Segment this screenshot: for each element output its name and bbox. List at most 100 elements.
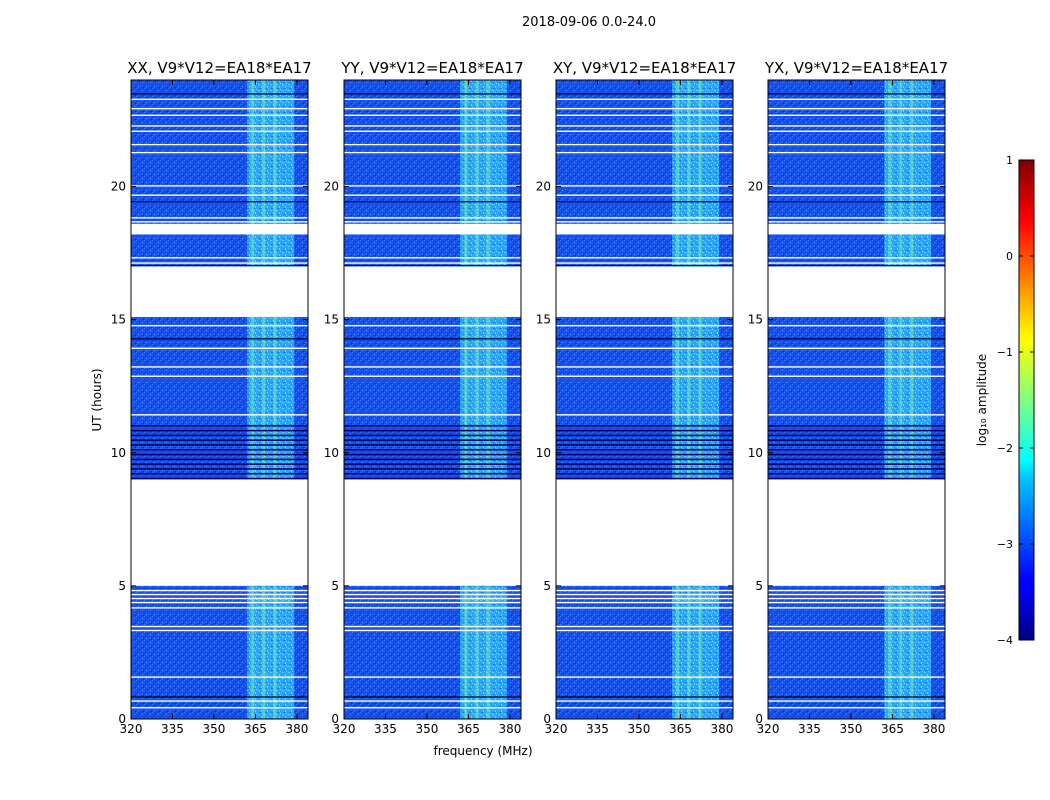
flag-line xyxy=(344,194,521,196)
flag-line xyxy=(556,472,733,475)
flag-line xyxy=(768,472,945,475)
flag-line xyxy=(556,114,733,117)
x-tick-label: 320 xyxy=(757,722,780,736)
flag-line xyxy=(556,265,733,267)
flag-line xyxy=(556,151,733,154)
panel-1: XX, V9*V12=EA18*EA17 320 335 350 365 380 0 5 10 1… xyxy=(111,59,312,736)
flag-line xyxy=(768,601,945,604)
flag-line xyxy=(556,458,733,461)
rfi-band xyxy=(460,316,508,480)
x-tick-label: 350 xyxy=(416,722,439,736)
y-axis-label: UT (hours) xyxy=(90,368,104,431)
flag-line xyxy=(556,449,733,451)
rfi-band xyxy=(884,316,932,480)
flag-line xyxy=(768,151,945,154)
flag-line xyxy=(768,143,945,146)
flag-line xyxy=(344,593,521,596)
flag-line xyxy=(556,625,733,628)
rfi-stripe xyxy=(687,234,691,267)
flag-line xyxy=(131,589,308,592)
flag-line xyxy=(344,265,521,267)
panel-3: XY, V9*V12=EA18*EA17 320 335 350 365 380 0 5 10 1… xyxy=(536,59,736,736)
rfi-stripe xyxy=(910,585,914,719)
y-tick-label: 15 xyxy=(536,313,551,327)
flag-line xyxy=(768,414,945,416)
rfi-stripe xyxy=(486,234,490,267)
panel-2: YY, V9*V12=EA18*EA17 320 335 350 365 380 0 5 10 1… xyxy=(324,59,524,736)
x-tick-label: 380 xyxy=(285,722,308,736)
colorbar-tick-label: −3 xyxy=(997,538,1013,551)
flag-line xyxy=(768,607,945,609)
flag-line xyxy=(556,468,733,470)
colorbar-label: log₁₀ amplitude xyxy=(975,354,989,446)
flag-line xyxy=(344,439,521,441)
flag-line xyxy=(344,324,521,327)
flag-line xyxy=(131,439,308,441)
rfi-stripe xyxy=(676,316,680,480)
flag-line xyxy=(556,414,733,416)
flag-line xyxy=(768,597,945,600)
flag-line xyxy=(768,217,945,219)
rfi-stripe xyxy=(251,316,255,480)
flag-line xyxy=(768,439,945,441)
flag-line xyxy=(768,107,945,110)
flag-line xyxy=(344,463,521,465)
flag-line xyxy=(556,262,733,264)
flag-line xyxy=(131,98,308,101)
flag-line xyxy=(556,143,733,146)
flag-line xyxy=(556,676,733,678)
flag-line xyxy=(131,629,308,632)
rfi-stripe xyxy=(899,316,903,480)
flag-line xyxy=(556,425,733,427)
rfi-stripe xyxy=(698,585,702,719)
x-tick-label: 365 xyxy=(881,722,904,736)
flag-line xyxy=(131,262,308,264)
flag-line xyxy=(131,324,308,327)
x-tick-label: 320 xyxy=(545,722,568,736)
flag-line xyxy=(768,429,945,432)
flag-line xyxy=(768,125,945,127)
y-tick-label: 20 xyxy=(536,180,551,194)
y-tick-label: 5 xyxy=(543,579,551,593)
colorbar-tick-label: 0 xyxy=(1006,250,1013,263)
flag-line xyxy=(131,700,308,702)
y-tick-label: 15 xyxy=(748,313,763,327)
rfi-stripe xyxy=(262,234,266,267)
colorbar-tick-label: −4 xyxy=(997,634,1013,647)
flag-line xyxy=(556,347,733,349)
flag-line xyxy=(768,201,945,203)
flag-line xyxy=(768,194,945,196)
panel-frame xyxy=(343,79,522,720)
flag-line xyxy=(768,98,945,101)
rfi-stripe xyxy=(888,316,892,480)
rfi-stripe xyxy=(251,585,255,719)
x-tick-label: 335 xyxy=(798,722,821,736)
flag-line xyxy=(131,114,308,117)
flag-line xyxy=(556,593,733,596)
flag-line xyxy=(131,696,308,698)
flag-line xyxy=(131,444,308,446)
flag-line xyxy=(768,262,945,264)
y-tick-label: 15 xyxy=(324,313,339,327)
y-tick-label: 0 xyxy=(331,712,339,726)
flag-line xyxy=(556,453,733,456)
flag-line xyxy=(131,597,308,600)
flag-line xyxy=(768,130,945,132)
panel-frame xyxy=(555,79,734,720)
flag-line xyxy=(131,375,308,377)
flag-line xyxy=(556,201,733,203)
flag-line xyxy=(556,185,733,187)
y-tick-label: 10 xyxy=(748,446,763,460)
flag-line xyxy=(556,217,733,219)
rfi-band xyxy=(460,234,508,267)
flag-line xyxy=(344,338,521,340)
rfi-stripe xyxy=(676,234,680,267)
y-tick-label: 0 xyxy=(543,712,551,726)
flag-line xyxy=(131,194,308,196)
y-tick-label: 5 xyxy=(118,579,126,593)
flag-line xyxy=(344,143,521,146)
flag-line xyxy=(556,98,733,101)
flag-line xyxy=(556,338,733,340)
flag-line xyxy=(131,143,308,146)
flag-line xyxy=(556,444,733,446)
